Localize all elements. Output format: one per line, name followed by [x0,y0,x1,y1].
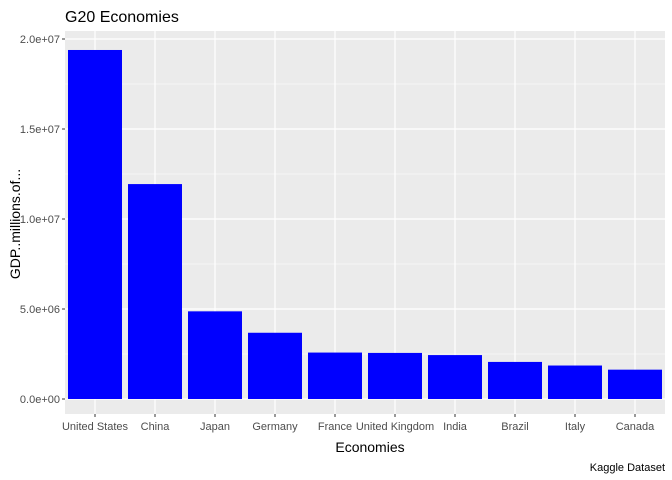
x-tick-label: India [443,421,468,433]
x-tick-label: China [141,421,171,433]
chart-title: G20 Economies [65,9,179,26]
y-axis-title: GDP..millions.of... [7,169,23,279]
x-tick-label: Germany [252,421,298,433]
y-tick-label: 1.0e+07 [20,214,60,226]
y-tick-label: 0.0e+00 [20,394,60,406]
bar-china [128,184,182,399]
x-tick-label: Canada [616,421,655,433]
bar-japan [188,311,242,399]
x-axis-ticks: United States China Japan Germany France Unit… [62,414,655,433]
x-tick-label: Brazil [501,421,529,433]
y-tick-label: 2.0e+07 [20,34,60,46]
bar-brazil [488,361,542,399]
y-axis-ticks: 0.0e+00 5.0e+06 1.0e+07 1.5e+07 2.0e+07 [20,34,65,406]
bars [68,49,662,399]
bar-italy [548,365,602,399]
x-tick-label: Japan [200,421,230,433]
y-tick-label: 1.5e+07 [20,124,60,136]
bar-canada [608,369,662,399]
chart-caption: Kaggle Dataset [590,462,665,474]
x-axis-title: Economies [335,439,404,455]
y-tick-label: 5.0e+06 [20,304,60,316]
x-tick-label: United Kingdom [356,421,434,433]
x-tick-label: France [318,421,352,433]
bar-germany [248,332,302,399]
x-tick-label: United States [62,421,129,433]
bar-india [428,355,482,399]
x-tick-label: Italy [565,421,586,433]
bar-united-states [68,49,122,399]
bar-united-kingdom [368,352,422,399]
bar-france [308,352,362,399]
